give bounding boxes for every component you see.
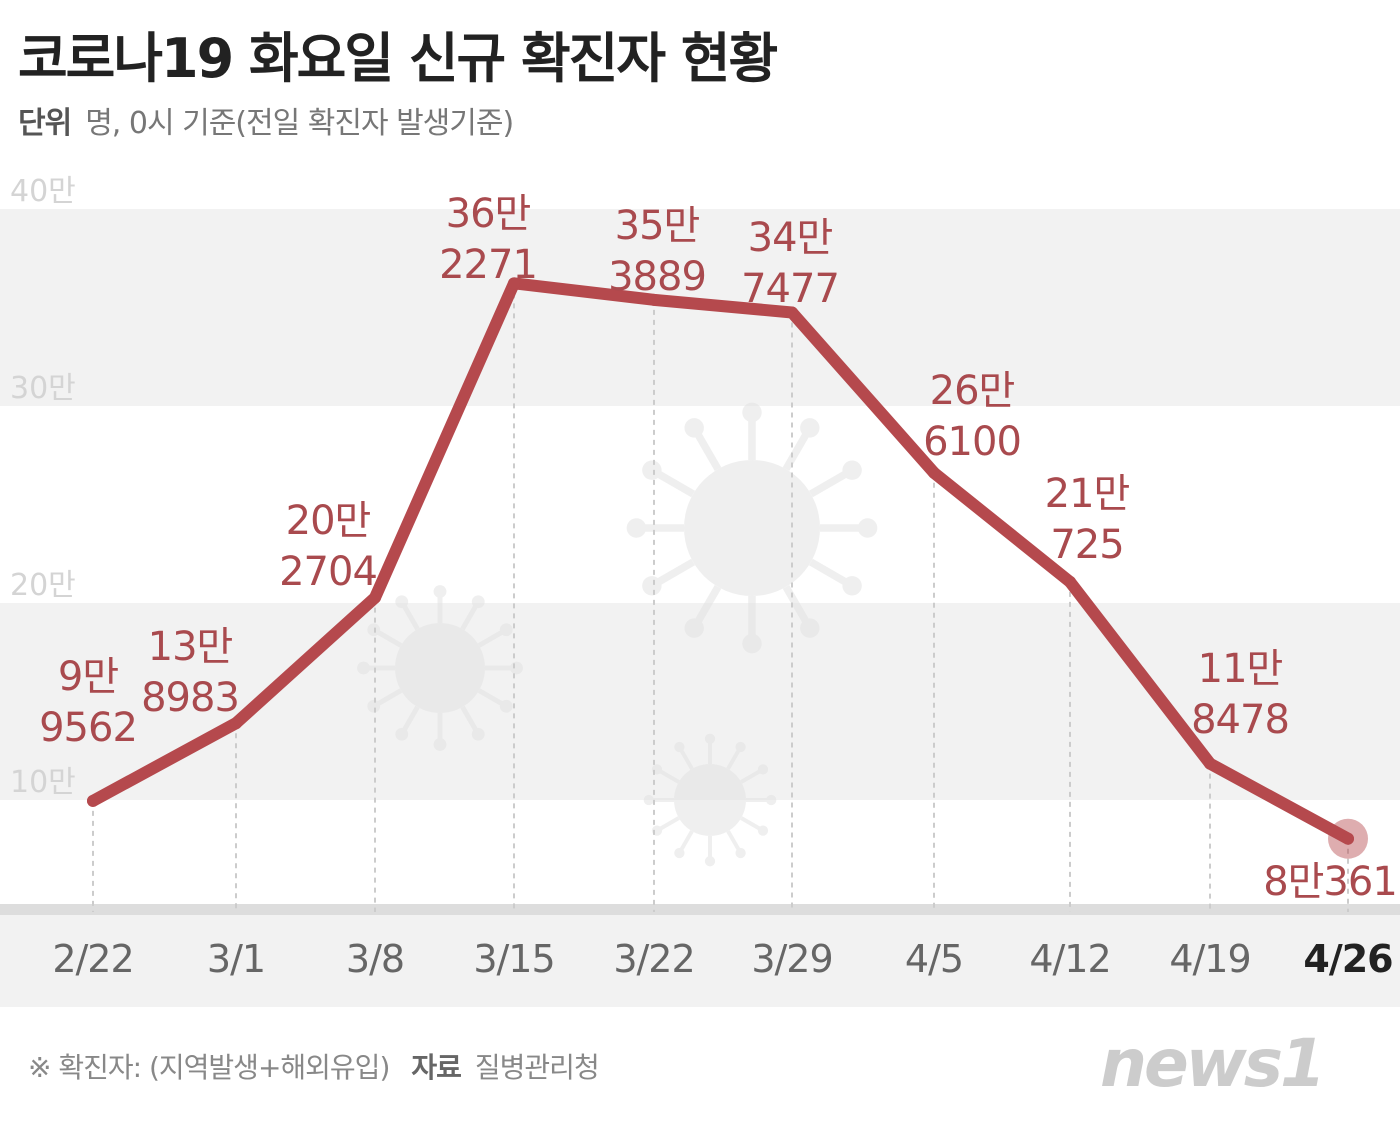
virus-icon (643, 733, 777, 867)
data-label: 3889 (608, 254, 706, 300)
data-label: 6100 (923, 419, 1021, 465)
data-point (508, 277, 520, 290)
source-name: 질병관리청 (474, 1051, 600, 1084)
unit-text: 명, 0시 기준(전일 확진자 발생기준) (85, 106, 514, 141)
x-tick-label: 3/15 (473, 937, 554, 981)
y-tick-label: 20만 (10, 568, 76, 603)
data-point (1204, 757, 1216, 770)
data-point (1342, 832, 1354, 845)
data-label: 2271 (439, 242, 537, 288)
chart-title: 코로나19 화요일 신규 확진자 현황 (18, 27, 778, 90)
x-axis-band (0, 915, 1400, 1007)
data-label: 35만 (615, 203, 700, 249)
y-tick-label: 30만 (10, 371, 76, 406)
x-tick-label: 3/1 (207, 937, 265, 981)
data-label: 2704 (279, 549, 377, 595)
virus-icon (357, 585, 523, 751)
y-tick-label: 40만 (10, 174, 76, 209)
data-point (87, 794, 99, 807)
x-tick-label: 4/12 (1029, 937, 1110, 981)
data-label: 34만 (748, 215, 833, 261)
unit-label: 단위 (18, 106, 72, 141)
source-label: 자료 (411, 1051, 462, 1084)
x-tick-label: 3/8 (346, 937, 404, 981)
data-label: 8만361 (1263, 859, 1397, 905)
data-label: 9만 (58, 654, 118, 700)
x-axis-line (0, 904, 1400, 915)
data-label: 11만 (1198, 646, 1283, 692)
x-tick-label: 2/22 (52, 937, 133, 981)
data-label: 725 (1050, 522, 1123, 568)
x-tick-label: 4/5 (905, 937, 963, 981)
news1-logo: news1 (1100, 1025, 1326, 1102)
data-label: 13만 (148, 624, 233, 670)
x-tick-label: 4/19 (1169, 937, 1250, 981)
data-label: 8478 (1191, 697, 1289, 743)
footer-note: ※ 확진자: (지역발생+해외유입) (28, 1051, 390, 1084)
data-label: 8983 (141, 675, 239, 721)
data-point (648, 293, 660, 306)
data-label: 7477 (741, 266, 839, 312)
data-point (928, 466, 940, 479)
data-label: 26만 (930, 368, 1015, 414)
x-tick-label: 3/22 (613, 937, 694, 981)
data-label: 20만 (286, 498, 371, 544)
x-tick-label: 4/26 (1303, 937, 1392, 981)
data-label: 21만 (1045, 471, 1130, 517)
data-point (1064, 575, 1076, 588)
data-point (230, 717, 242, 730)
data-point (786, 306, 798, 319)
footer: ※ 확진자: (지역발생+해외유입) 자료 질병관리청 (28, 1046, 600, 1086)
y-tick-label: 10만 (10, 765, 76, 800)
chart-subtitle: 단위 명, 0시 기준(전일 확진자 발생기준) (18, 98, 514, 142)
series-line (87, 277, 1354, 845)
virus-icon (626, 402, 878, 654)
data-point (369, 591, 381, 604)
x-tick-label: 3/29 (751, 937, 832, 981)
data-label: 9562 (39, 705, 137, 751)
data-label: 36만 (446, 191, 531, 237)
highlight-point (1328, 818, 1368, 859)
